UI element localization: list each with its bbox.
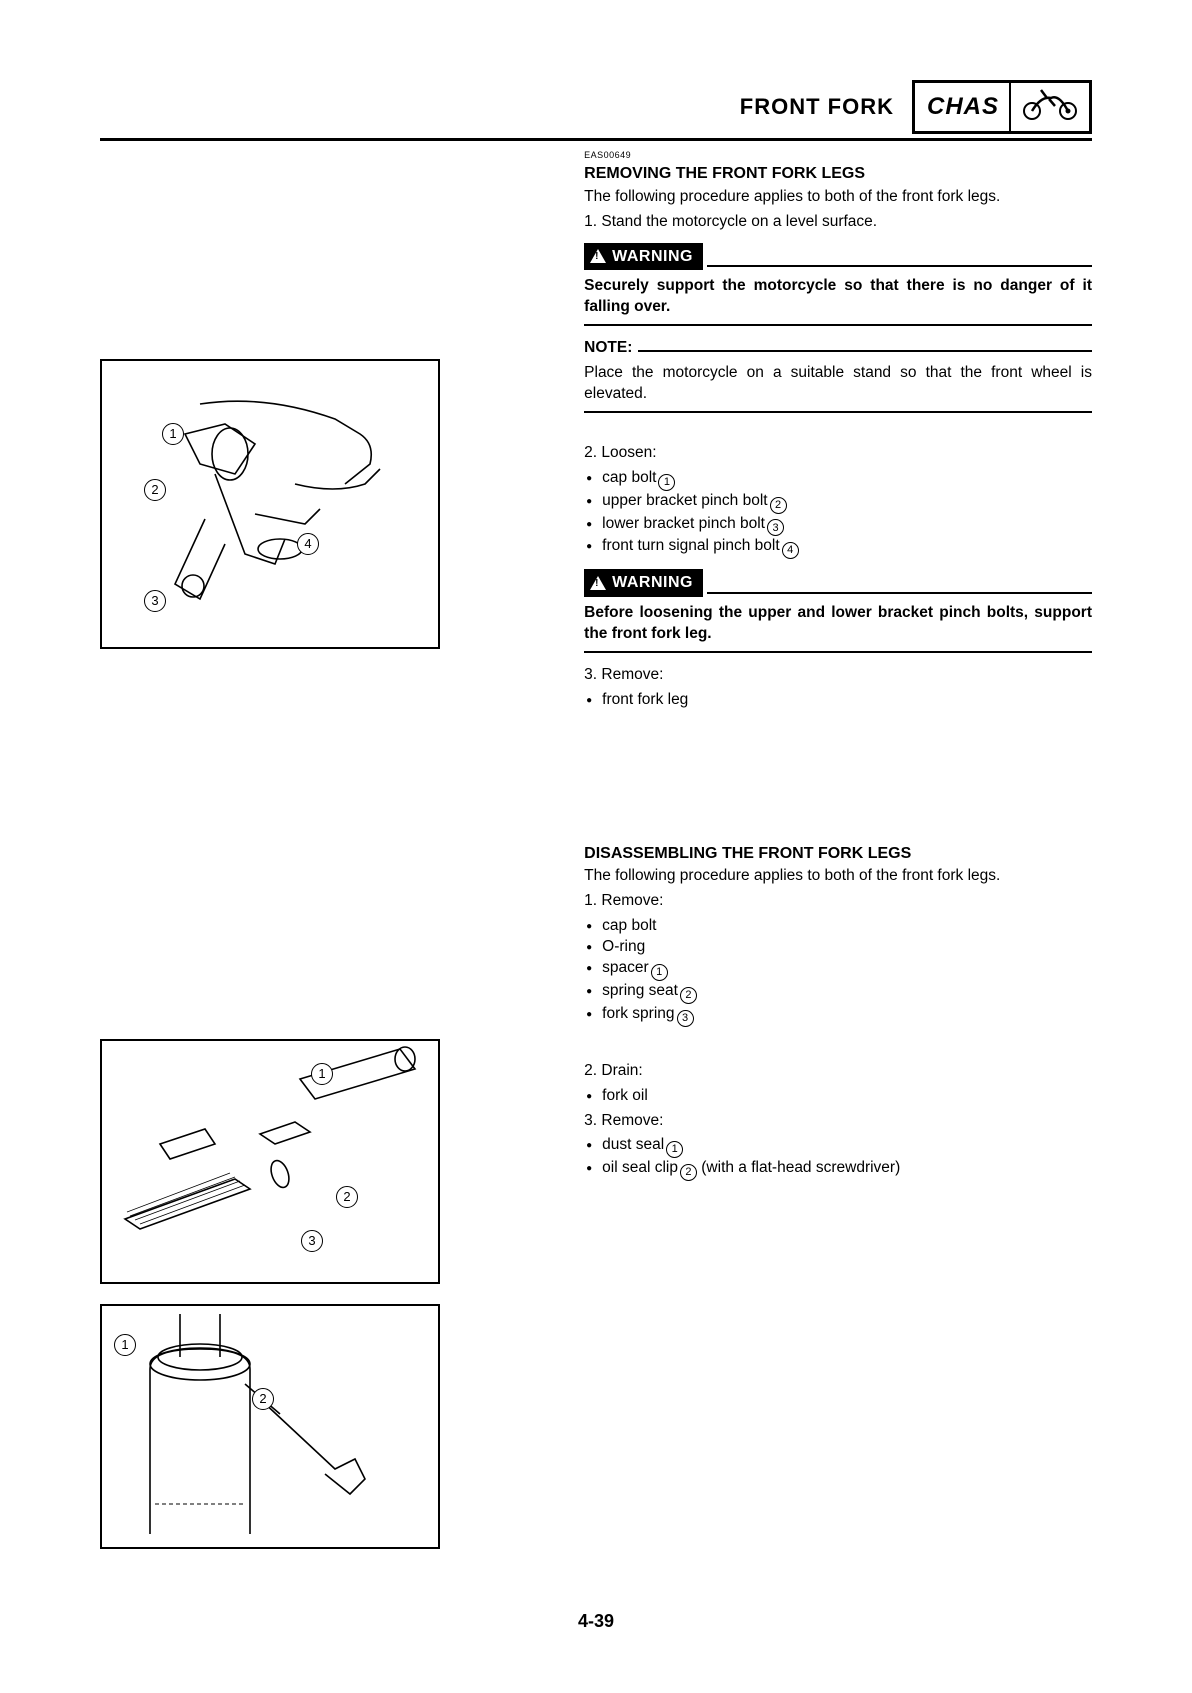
drain-item-1: fork oil <box>602 1086 1092 1107</box>
section-2-intro: The following procedure applies to both … <box>584 866 1092 887</box>
figure-1-callout-3: 3 <box>144 590 166 612</box>
chas-box: CHAS <box>912 80 1092 134</box>
ref-code: EAS00649 <box>584 149 1092 161</box>
warning-1-divider <box>584 324 1092 326</box>
figure-1-callout-4: 4 <box>297 533 319 555</box>
note-bar: NOTE: <box>584 338 1092 359</box>
page-title: FRONT FORK <box>740 92 894 122</box>
content-columns: 1 2 3 4 1 2 3 <box>100 149 1092 1569</box>
section-1-step-2: 2. Loosen: <box>584 443 1092 464</box>
warning-2-bar: WARNING <box>584 569 1092 597</box>
section-2-step-2: 2. Drain: <box>584 1061 1092 1082</box>
page-number: 4-39 <box>100 1609 1092 1633</box>
warning-1-tail <box>707 265 1092 267</box>
warning-1-bar: WARNING <box>584 243 1092 271</box>
warning-2-body: Before loosening the upper and lower bra… <box>584 603 1092 645</box>
remove-2-item-3: spacer1 <box>602 958 1092 981</box>
drain-list: fork oil <box>584 1086 1092 1107</box>
section-1-heading: REMOVING THE FRONT FORK LEGS <box>584 163 1092 185</box>
warning-2-label: WARNING <box>584 569 703 597</box>
section-2-heading: DISASSEMBLING THE FRONT FORK LEGS <box>584 843 1092 865</box>
warning-1-label: WARNING <box>584 243 703 271</box>
chas-label: CHAS <box>915 83 1011 131</box>
figure-2-callout-1: 1 <box>311 1063 333 1085</box>
figure-3-line-art <box>105 1309 435 1544</box>
section-2-step-1: 1. Remove: <box>584 891 1092 912</box>
remove-1-item-1: front fork leg <box>602 690 1092 711</box>
figure-1: 1 2 3 4 <box>100 359 440 649</box>
warning-triangle-icon <box>590 249 606 263</box>
section-2-step-3: 3. Remove: <box>584 1111 1092 1132</box>
loosen-item-3: lower bracket pinch bolt3 <box>602 514 1092 537</box>
warning-1-body: Securely support the motorcycle so that … <box>584 276 1092 318</box>
figure-3-callout-2: 2 <box>252 1388 274 1410</box>
right-column: EAS00649 REMOVING THE FRONT FORK LEGS Th… <box>576 149 1092 1569</box>
figure-2-callout-2: 2 <box>336 1186 358 1208</box>
section-1-step-1: 1. Stand the motorcycle on a level surfa… <box>584 212 1092 233</box>
remove-2-item-1: cap bolt <box>602 916 1092 937</box>
loosen-item-2: upper bracket pinch bolt2 <box>602 491 1092 514</box>
remove-list-3: dust seal1 oil seal clip2 (with a flat-h… <box>584 1135 1092 1181</box>
remove-list-1: front fork leg <box>584 690 1092 711</box>
figure-2: 1 2 3 <box>100 1039 440 1284</box>
warning-2-divider <box>584 651 1092 653</box>
note-body: Place the motorcycle on a suitable stand… <box>584 363 1092 405</box>
figure-3-callout-1: 1 <box>114 1334 136 1356</box>
remove-2-item-4: spring seat2 <box>602 981 1092 1004</box>
remove-3-item-2: oil seal clip2 (with a flat-head screwdr… <box>602 1158 1092 1181</box>
warning-1-text: WARNING <box>612 246 693 268</box>
section-1-step-3: 3. Remove: <box>584 665 1092 686</box>
section-1-intro: The following procedure applies to both … <box>584 187 1092 208</box>
figure-2-callout-3: 3 <box>301 1230 323 1252</box>
note-label: NOTE: <box>584 338 632 359</box>
page-header: FRONT FORK CHAS <box>100 80 1092 134</box>
figure-1-callout-2: 2 <box>144 479 166 501</box>
note-tail <box>638 350 1092 352</box>
loosen-list: cap bolt1 upper bracket pinch bolt2 lowe… <box>584 468 1092 560</box>
remove-2-item-2: O-ring <box>602 937 1092 958</box>
figure-3: 1 2 <box>100 1304 440 1549</box>
header-rule <box>100 138 1092 141</box>
remove-list-2: cap bolt O-ring spacer1 spring seat2 for… <box>584 916 1092 1027</box>
remove-2-item-5: fork spring3 <box>602 1004 1092 1027</box>
left-column: 1 2 3 4 1 2 3 <box>100 149 576 1569</box>
figure-1-callout-1: 1 <box>162 423 184 445</box>
loosen-item-1: cap bolt1 <box>602 468 1092 491</box>
note-divider <box>584 411 1092 413</box>
loosen-item-4: front turn signal pinch bolt4 <box>602 536 1092 559</box>
remove-3-item-1: dust seal1 <box>602 1135 1092 1158</box>
warning-2-text: WARNING <box>612 572 693 594</box>
figure-2-line-art <box>105 1044 435 1279</box>
warning-2-tail <box>707 592 1092 594</box>
warning-triangle-icon <box>590 576 606 590</box>
motorcycle-icon <box>1011 86 1089 128</box>
